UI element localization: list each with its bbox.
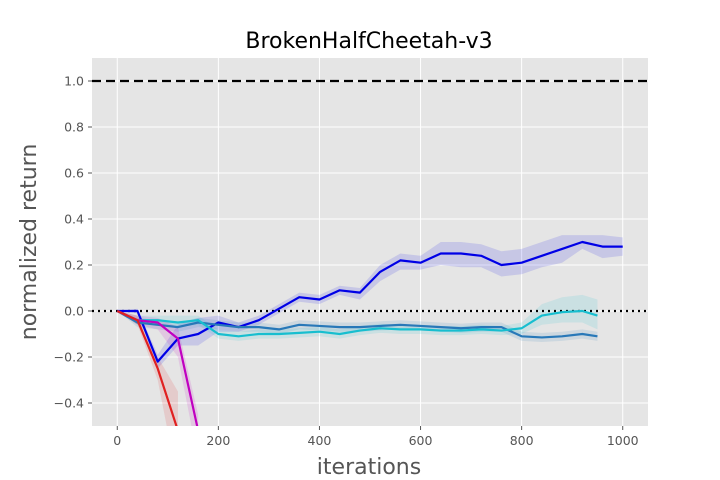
y-axis-label: normalized return (17, 144, 42, 341)
reference-lines (92, 79, 648, 313)
y-tick-label: 0.8 (64, 120, 84, 135)
series-lines (116, 240, 623, 426)
x-axis-label: iterations (317, 455, 421, 480)
y-tick-label: 0.6 (64, 166, 84, 181)
y-tick-label: 0.2 (64, 258, 84, 273)
grid-lines (92, 58, 648, 426)
series-4-line (116, 309, 178, 426)
y-axis-ticks: −0.4 −0.2 0.0 0.2 0.4 0.6 0.8 1.0 (54, 74, 92, 411)
y-tick-label: −0.4 (54, 396, 84, 411)
x-axis-ticks: 0 200 400 600 800 1000 (113, 426, 639, 448)
x-tick-label: 200 (206, 433, 230, 448)
y-tick-label: 1.0 (64, 74, 84, 89)
series-0-band (117, 235, 623, 369)
series-1-line (116, 310, 598, 339)
x-tick-label: 1000 (607, 433, 639, 448)
x-tick-label: 0 (113, 433, 121, 448)
x-tick-label: 400 (308, 433, 332, 448)
chart-title: BrokenHalfCheetah-v3 (245, 29, 492, 54)
y-tick-label: 0.0 (64, 304, 84, 319)
series-0-line (117, 240, 623, 363)
y-tick-label: −0.2 (54, 350, 84, 365)
y-tick-label: 0.4 (64, 212, 84, 227)
x-tick-label: 600 (409, 433, 433, 448)
x-tick-label: 800 (510, 433, 534, 448)
series-2-line (116, 309, 598, 338)
series-4-band (117, 311, 178, 426)
